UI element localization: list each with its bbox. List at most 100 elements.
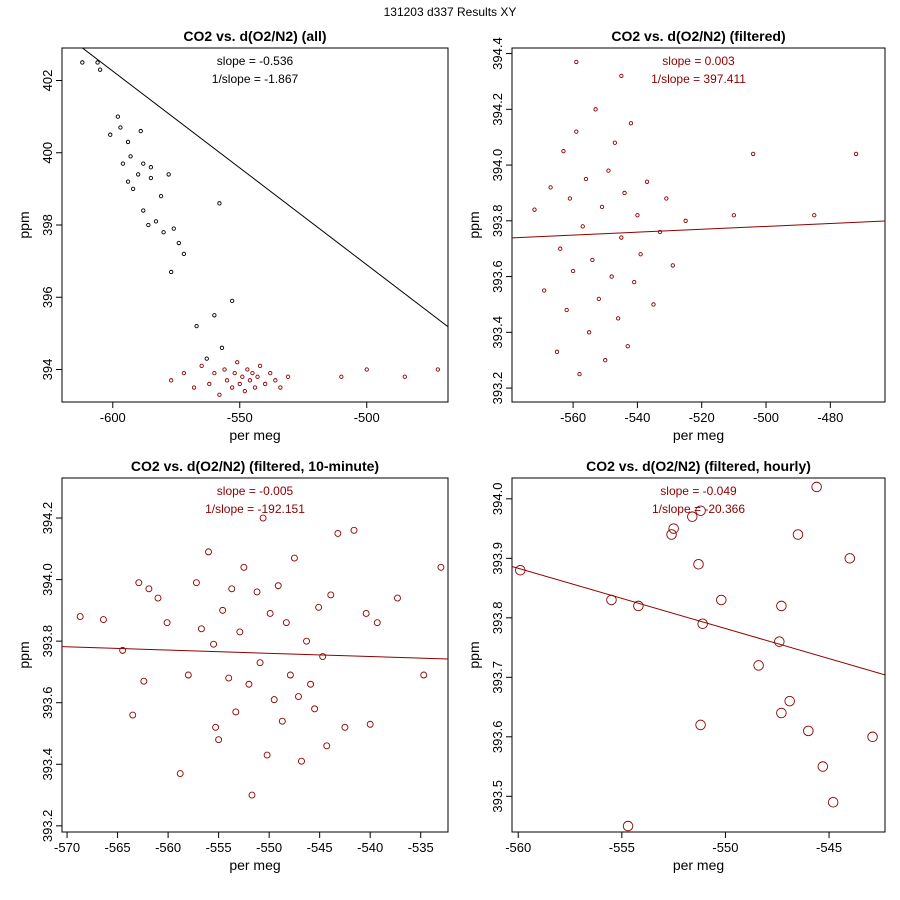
data-point (615, 316, 621, 321)
data-point (169, 269, 174, 275)
data-point (603, 358, 608, 363)
data-point (212, 313, 217, 318)
x-tick-label: -520 (689, 410, 715, 425)
data-point (141, 161, 146, 166)
data-point (774, 636, 785, 647)
data-point (176, 770, 184, 777)
data-point (323, 742, 331, 750)
data-point (307, 680, 315, 688)
y-tick-label: 393.8 (40, 625, 55, 658)
data-point (225, 674, 233, 682)
panel-title: CO2 vs. d(O2/N2) (filtered, 10-minute) (131, 458, 379, 474)
data-point (570, 268, 576, 274)
data-point (158, 193, 164, 199)
data-point (154, 594, 162, 602)
x-tick-label: -600 (100, 410, 126, 425)
data-point (644, 179, 650, 184)
data-point (120, 161, 126, 166)
data-point (812, 213, 817, 218)
data-point (204, 356, 209, 361)
data-point (76, 613, 84, 620)
data-point (532, 207, 537, 212)
data-point (145, 585, 153, 593)
data-point (273, 378, 278, 383)
data-point (362, 609, 370, 617)
data-point (622, 820, 634, 832)
x-tick-label: -540 (624, 410, 650, 425)
data-point (268, 370, 273, 376)
inverse-slope-annotation: 1/slope = -20.366 (652, 502, 745, 516)
data-point (212, 723, 220, 731)
y-tick-label: 393.4 (40, 748, 55, 781)
panel-title: CO2 vs. d(O2/N2) (filtered, hourly) (586, 458, 811, 474)
y-tick-label: 394.0 (490, 149, 505, 182)
data-point (248, 791, 256, 799)
data-point (286, 671, 294, 679)
x-tick-label: -545 (307, 840, 333, 855)
data-point (311, 705, 319, 713)
data-point (232, 370, 237, 376)
data-point (334, 529, 342, 537)
data-point (574, 129, 579, 134)
y-tick-label: 394.2 (40, 502, 55, 535)
data-point (229, 298, 235, 304)
x-tick-label: -540 (357, 840, 383, 855)
panel-title: CO2 vs. d(O2/N2) (filtered) (611, 28, 785, 44)
x-tick-label: -560 (505, 840, 531, 855)
x-tick-label: -500 (354, 410, 380, 425)
data-point (628, 121, 634, 126)
y-tick-label: 393.2 (40, 810, 55, 843)
data-point (867, 731, 878, 743)
y-tick-label: 394.0 (490, 483, 505, 516)
x-axis-title: per meg (229, 857, 280, 873)
data-point (394, 594, 401, 602)
data-point (181, 251, 187, 257)
data-point (303, 637, 310, 645)
data-point (192, 579, 200, 587)
data-point (217, 392, 222, 397)
data-point (651, 302, 656, 307)
data-point (687, 511, 698, 522)
data-point (776, 600, 787, 612)
y-tick-label: 393.2 (490, 372, 505, 405)
plot-frame (511, 477, 886, 833)
data-point (138, 128, 143, 134)
plot-panel-filtered: CO2 vs. d(O2/N2) (filtered) -560 -540 -520 -… (466, 28, 886, 443)
data-point (599, 204, 605, 210)
data-point (130, 186, 136, 192)
data-point (97, 67, 103, 72)
data-point (250, 370, 255, 376)
data-point (166, 172, 171, 177)
data-point (135, 579, 143, 587)
data-point (240, 563, 248, 571)
slope-annotation: slope = 0.003 (662, 54, 735, 68)
data-point (285, 374, 291, 379)
x-tick-label: -560 (155, 840, 181, 855)
data-point (366, 720, 374, 728)
data-point (257, 363, 263, 369)
data-point (80, 60, 85, 65)
data-point (266, 609, 274, 617)
y-tick-label: 398 (40, 214, 55, 236)
data-point (274, 582, 282, 590)
data-point (609, 274, 614, 279)
data-point (811, 481, 822, 493)
x-tick-label: -550 (712, 840, 738, 855)
data-point (108, 132, 113, 137)
plot-frame (61, 477, 449, 833)
data-point (792, 529, 804, 540)
data-point (373, 619, 381, 627)
y-tick-label: 394.2 (490, 93, 505, 126)
data-point (128, 154, 133, 159)
x-tick-label: -555 (206, 840, 232, 855)
data-point (364, 367, 369, 372)
data-point (141, 208, 146, 213)
data-point (435, 367, 440, 372)
data-point (219, 606, 227, 614)
data-point (140, 677, 148, 685)
data-points (80, 60, 440, 397)
x-axis-title: per meg (229, 427, 280, 443)
data-point (558, 246, 563, 251)
y-tick-label: 393.6 (490, 260, 505, 293)
